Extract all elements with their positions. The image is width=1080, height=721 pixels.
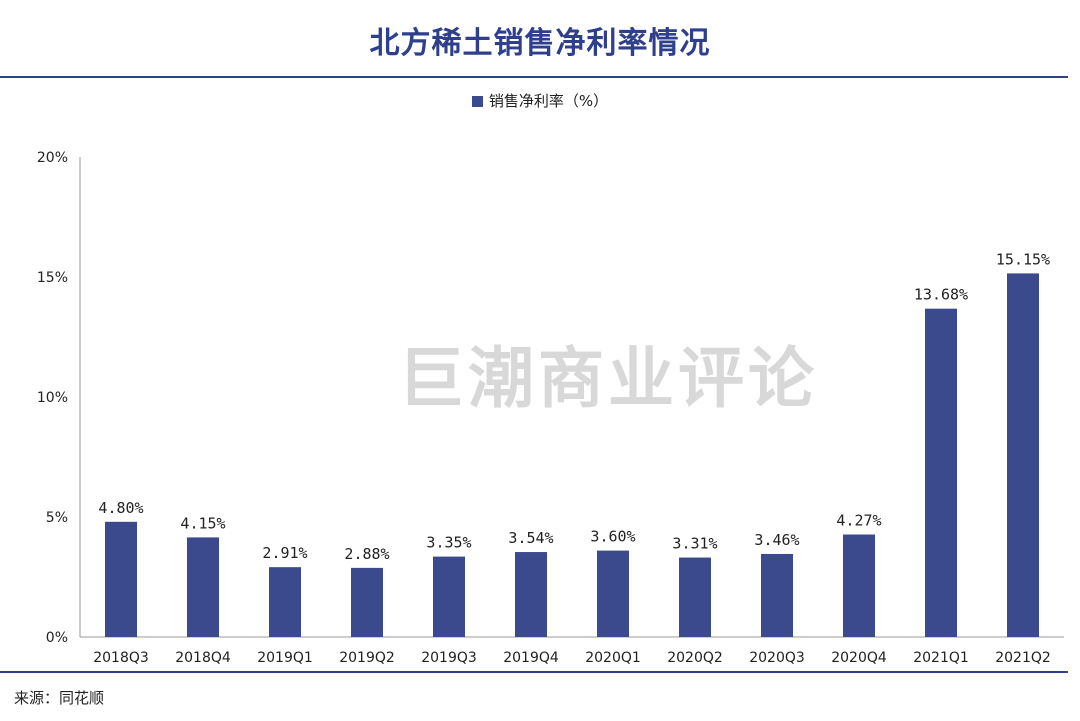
y-tick-label: 15% xyxy=(37,270,68,286)
x-tick-label: 2020Q4 xyxy=(831,650,887,666)
x-tick-label: 2020Q1 xyxy=(585,650,641,666)
title-divider xyxy=(0,76,1068,78)
bar xyxy=(269,567,301,637)
chart-title: 北方稀土销售净利率情况 xyxy=(369,26,711,61)
y-tick-label: 0% xyxy=(46,630,68,646)
bar xyxy=(1007,273,1039,637)
bar xyxy=(187,537,219,637)
x-tick-label: 2019Q4 xyxy=(503,650,559,666)
data-label: 4.27% xyxy=(836,512,881,530)
bar xyxy=(761,553,793,637)
bar xyxy=(679,557,711,637)
x-tick-label: 2021Q2 xyxy=(995,650,1051,666)
legend-swatch xyxy=(471,96,483,107)
legend-label: 销售净利率（%） xyxy=(488,92,609,110)
data-label: 3.54% xyxy=(508,529,553,547)
bar xyxy=(925,308,957,637)
data-label: 2.88% xyxy=(344,545,389,563)
x-tick-label: 2020Q3 xyxy=(749,650,805,666)
bar xyxy=(105,521,137,637)
data-label: 3.31% xyxy=(672,535,717,553)
y-tick-label: 10% xyxy=(37,390,68,406)
x-tick-label: 2019Q3 xyxy=(421,650,477,666)
y-tick-label: 20% xyxy=(37,150,68,166)
x-tick-label: 2019Q2 xyxy=(339,650,395,666)
data-label: 15.15% xyxy=(996,250,1050,268)
source-note: 来源：同花顺 xyxy=(14,689,105,707)
x-tick-label: 2018Q3 xyxy=(93,650,149,666)
x-tick-label: 2019Q1 xyxy=(257,650,313,666)
data-label: 2.91% xyxy=(262,544,307,562)
x-tick-label: 2020Q2 xyxy=(667,650,723,666)
bar xyxy=(843,534,875,637)
bar xyxy=(597,550,629,637)
y-tick-label: 5% xyxy=(46,510,68,526)
bar xyxy=(515,552,547,637)
watermark: 巨潮商业评论 xyxy=(398,340,818,417)
bar xyxy=(351,567,383,637)
legend: 销售净利率（%） xyxy=(0,90,1080,111)
data-label: 13.68% xyxy=(914,286,968,304)
bottom-divider xyxy=(0,671,1068,673)
x-tick-label: 2021Q1 xyxy=(913,650,969,666)
data-label: 4.80% xyxy=(98,499,143,517)
data-label: 3.35% xyxy=(426,534,471,552)
data-label: 4.15% xyxy=(180,514,225,532)
bar xyxy=(433,556,465,637)
data-label: 3.46% xyxy=(754,531,799,549)
data-label: 3.60% xyxy=(590,528,635,546)
x-tick-label: 2018Q4 xyxy=(175,650,231,666)
